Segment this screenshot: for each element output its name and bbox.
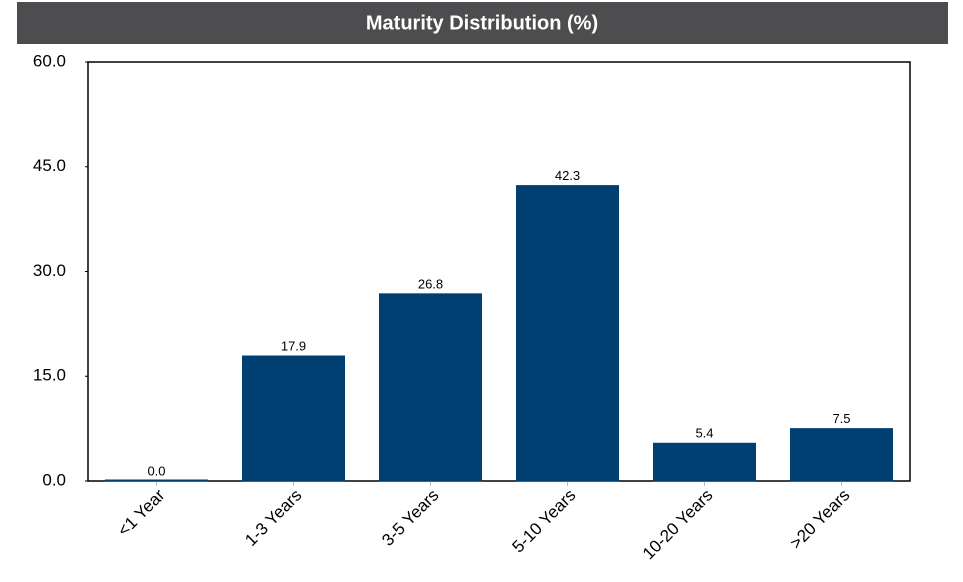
- x-tick-label: 5-10 Years: [509, 486, 580, 557]
- chart-title: Maturity Distribution (%): [366, 12, 598, 34]
- bar: [105, 479, 208, 482]
- x-tick-label: 10-20 Years: [639, 486, 717, 564]
- value-label: 0.0: [147, 463, 165, 478]
- y-tick-label: 45.0: [33, 156, 66, 175]
- value-label: 17.9: [281, 338, 306, 353]
- x-tick-label: 1-3 Years: [241, 486, 305, 550]
- bar: [242, 355, 345, 482]
- bar: [516, 185, 619, 482]
- value-label: 5.4: [695, 426, 713, 441]
- x-tick-label: <1 Year: [114, 485, 169, 540]
- bar: [653, 442, 756, 482]
- bar: [379, 293, 482, 482]
- x-tick-label: 3-5 Years: [378, 486, 442, 550]
- y-tick-label: 0.0: [42, 470, 66, 489]
- plot-frame: [87, 61, 911, 482]
- bar: [790, 428, 893, 482]
- y-tick-label: 15.0: [33, 366, 66, 385]
- y-tick-label: 60.0: [33, 51, 66, 70]
- x-tick-label: >20 Years: [786, 486, 853, 553]
- value-label: 7.5: [832, 411, 850, 426]
- y-tick-label: 30.0: [33, 261, 66, 280]
- value-label: 26.8: [418, 276, 443, 291]
- value-label: 42.3: [555, 168, 580, 183]
- title-bar: [17, 2, 948, 44]
